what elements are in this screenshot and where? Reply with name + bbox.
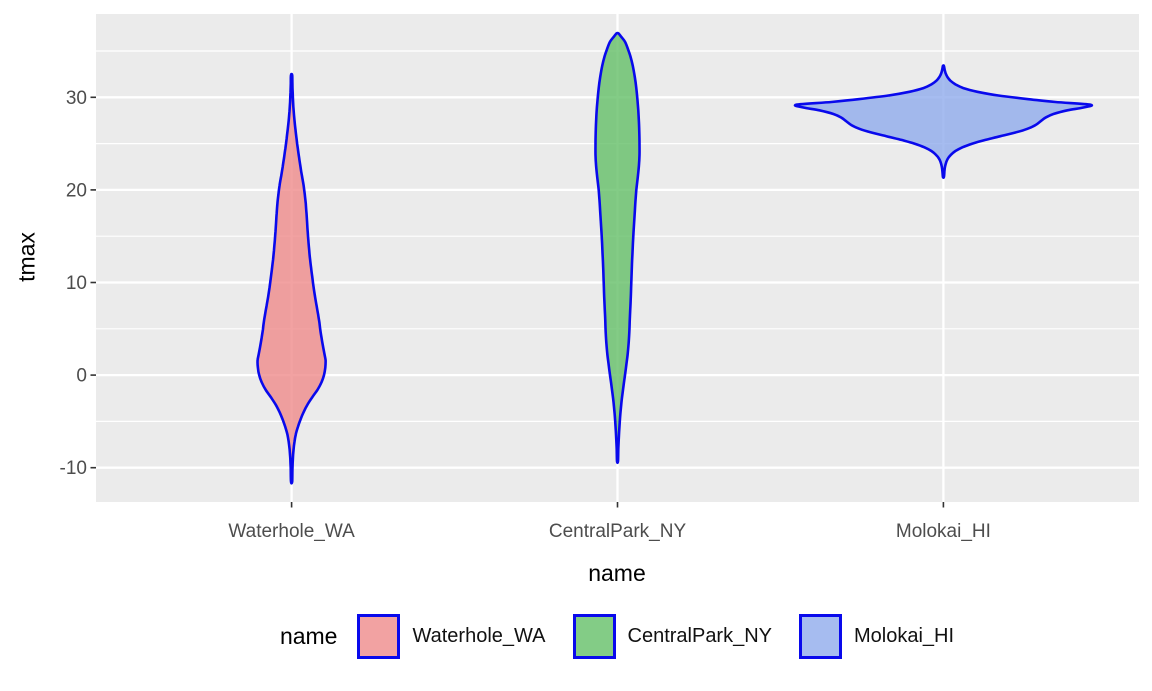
legend-label: Molokai_HI	[854, 624, 955, 647]
legend-title: name	[279, 622, 338, 649]
x-tick-label: CentralPark_NY	[549, 521, 687, 542]
legend-swatch-icon	[357, 613, 401, 659]
legend-swatch-icon	[572, 613, 616, 659]
legend-label: CentralPark_NY	[627, 624, 773, 647]
legend: name Waterhole_WA CentralPark_NY Molokai_H…	[82, 607, 1152, 665]
y-tick-label: 20	[66, 180, 87, 201]
x-tick-label: Molokai_HI	[896, 521, 991, 542]
legend-item-centralpark_ny: CentralPark_NY	[572, 613, 773, 659]
legend-swatch-fill	[802, 616, 840, 656]
violin-centralpark_ny	[594, 31, 641, 465]
x-tick-label: Waterhole_WA	[228, 521, 355, 542]
legend-item-waterhole_wa: Waterhole_WA	[357, 613, 546, 659]
y-tick-label: 30	[66, 88, 87, 109]
legend-swatch-fill	[360, 616, 398, 656]
x-axis-title: name	[588, 560, 646, 586]
legend-item-molokai_hi: Molokai_HI	[799, 613, 955, 659]
violin-waterhole_wa	[256, 72, 327, 485]
y-tick-label: -10	[60, 458, 87, 479]
legend-swatch-icon	[799, 613, 843, 659]
y-axis-title: tmax	[13, 232, 40, 282]
plot-canvas: -10 0 10 20 30 Waterhole_WA CentralPark_NY Molo…	[60, 14, 1139, 542]
violin-molokai_hi	[793, 64, 1094, 179]
y-tick-label: 10	[66, 273, 87, 294]
legend-label: Waterhole_WA	[412, 624, 546, 647]
legend-swatch-fill	[575, 616, 613, 656]
y-tick-label: 0	[76, 366, 87, 387]
